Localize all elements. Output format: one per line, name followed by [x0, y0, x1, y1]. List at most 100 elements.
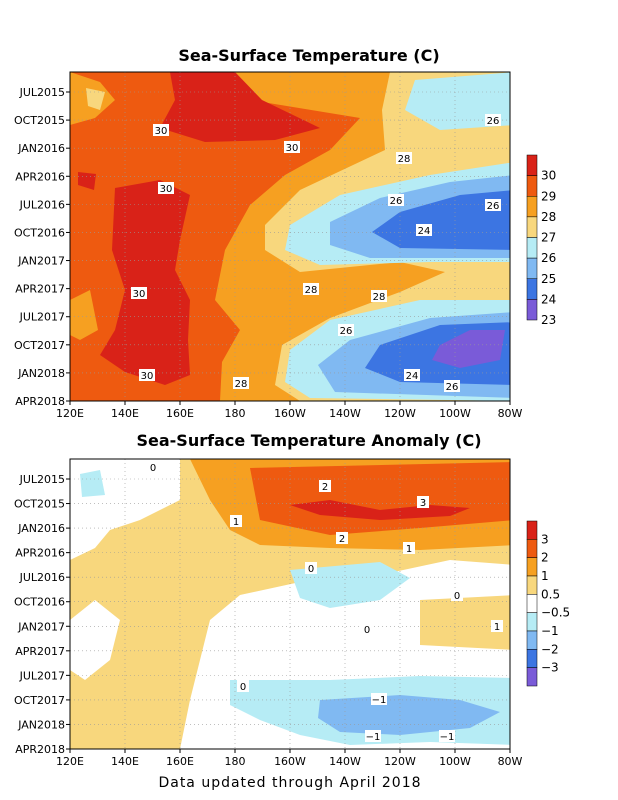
contour-label-bg: [233, 377, 249, 389]
contour-label: 0: [454, 591, 460, 602]
y-tick-label: JAN2016: [17, 522, 65, 535]
colorbar-tick-label: 1: [541, 569, 549, 583]
y-tick-label: JAN2017: [17, 255, 65, 268]
colorbar-tick-label: −1: [541, 624, 559, 638]
anomaly-band-3: [290, 500, 470, 520]
y-tick-label: JUL2015: [19, 86, 65, 99]
colorbar-swatch: [526, 649, 538, 668]
contour-label: 24: [418, 226, 431, 237]
sst-plot-area: [70, 72, 510, 401]
contour-label: 2: [322, 482, 328, 493]
contour-label: −1: [440, 732, 455, 743]
contour-label-bg: [404, 369, 420, 381]
sst-west-band-27: [86, 88, 105, 110]
contour-label-bg: [153, 124, 169, 136]
sst-west-band-28b: [70, 290, 98, 340]
contour-label-bg: [139, 369, 155, 381]
contour-label: 0: [240, 682, 246, 693]
colorbar-tick-label: −3: [541, 661, 559, 675]
x-tick-label: 80W: [498, 407, 523, 420]
y-tick-label: OCT2015: [14, 114, 65, 127]
contour-label-bg: [303, 283, 319, 295]
contour-label: 30: [160, 184, 173, 195]
y-tick-label: JAN2017: [17, 620, 65, 633]
sst-chart-title: Sea-Surface Temperature (C): [178, 46, 440, 65]
contour-label: 1: [494, 622, 500, 633]
colorbar-tick-label: 30: [541, 169, 556, 183]
contour-label-bg: [451, 589, 463, 601]
y-tick-label: JAN2018: [17, 367, 65, 380]
anomaly-chart-title: Sea-Surface Temperature Anomaly (C): [136, 431, 482, 450]
colorbar-swatch: [526, 175, 538, 197]
colorbar-tick-label: −0.5: [541, 606, 570, 620]
contour-label-bg: [371, 290, 387, 302]
contour-label: 2: [339, 534, 345, 545]
x-tick-label: 160W: [274, 755, 306, 768]
anomaly-band-neg05: [290, 562, 410, 608]
contour-label-bg: [417, 496, 429, 508]
contour-label-bg: [416, 224, 432, 236]
contour-label: 30: [133, 289, 146, 300]
contour-label-bg: [158, 182, 174, 194]
anomaly-band-neg05c: [80, 470, 105, 497]
colorbar-tick-label: 0.5: [541, 587, 560, 601]
contour-label-bg: [361, 623, 373, 635]
y-tick-label: APR2016: [15, 170, 65, 183]
contour-label-bg: [336, 532, 348, 544]
panel-1-axes: JUL2015 OCT2015 JAN2016 APR2016 JUL2016 OCT20…: [14, 71, 523, 420]
y-tick-label: APR2017: [15, 645, 65, 658]
anomaly-band-05-east: [420, 595, 510, 650]
y-tick-label: APR2017: [15, 283, 65, 296]
sst-warm-pool-30a: [160, 72, 320, 142]
contour-label: 28: [398, 154, 411, 165]
contour-label-bg: [444, 380, 460, 392]
anomaly-band-neg1: [318, 695, 500, 735]
contour-label: 26: [487, 116, 500, 127]
contour-label: −1: [366, 732, 381, 743]
contour-label: −1: [372, 695, 387, 706]
contour-label-bg: [371, 693, 387, 705]
colorbar-swatch: [526, 520, 538, 540]
contour-label-bg: [403, 542, 415, 554]
y-tick-label: APR2018: [15, 743, 65, 756]
colorbar-2: 3 2 1 0.5 −0.5 −1 −2 −3: [526, 520, 570, 687]
contour-label-bg: [230, 515, 242, 527]
anomaly-west-white-b: [70, 600, 120, 680]
contour-label: 24: [406, 371, 419, 382]
contour-label: 28: [305, 285, 318, 296]
contour-label: 28: [235, 379, 248, 390]
y-tick-label: OCT2016: [14, 596, 65, 609]
y-tick-label: JUL2016: [19, 198, 65, 211]
colorbar-tick-label: 3: [541, 532, 549, 546]
colorbar-swatch: [526, 594, 538, 613]
x-tick-label: 120E: [56, 755, 84, 768]
colorbar-swatch: [526, 196, 538, 218]
colorbar-swatch: [526, 237, 538, 259]
colorbar-swatch: [526, 216, 538, 238]
sst-band-26: [405, 72, 510, 130]
colorbar-swatch: [526, 575, 538, 595]
x-tick-label: 140W: [329, 755, 361, 768]
colorbar-tick-label: 24: [541, 292, 556, 306]
x-tick-label: 160W: [274, 407, 306, 420]
contour-label-bg: [485, 199, 501, 211]
colorbar-swatch: [526, 539, 538, 558]
colorbar-swatch: [526, 557, 538, 577]
contour-label-bg: [338, 324, 354, 336]
y-tick-label: APR2016: [15, 547, 65, 560]
colorbar-swatch: [526, 154, 538, 176]
contour-label: 0: [150, 463, 156, 474]
plot-frame: [69, 458, 511, 750]
y-tick-label: JUL2017: [19, 311, 65, 324]
x-tick-label: 120W: [384, 755, 416, 768]
colorbar-swatch: [526, 299, 538, 321]
contour-label: 1: [406, 544, 412, 555]
colorbar-tick-label: 27: [541, 231, 556, 245]
colorbar-swatch: [526, 630, 538, 650]
colorbar-tick-label: 26: [541, 251, 556, 265]
contour-label: 28: [373, 292, 386, 303]
x-tick-label: 100W: [439, 407, 471, 420]
contour-label-bg: [485, 114, 501, 126]
contour-label-bg: [365, 730, 381, 742]
